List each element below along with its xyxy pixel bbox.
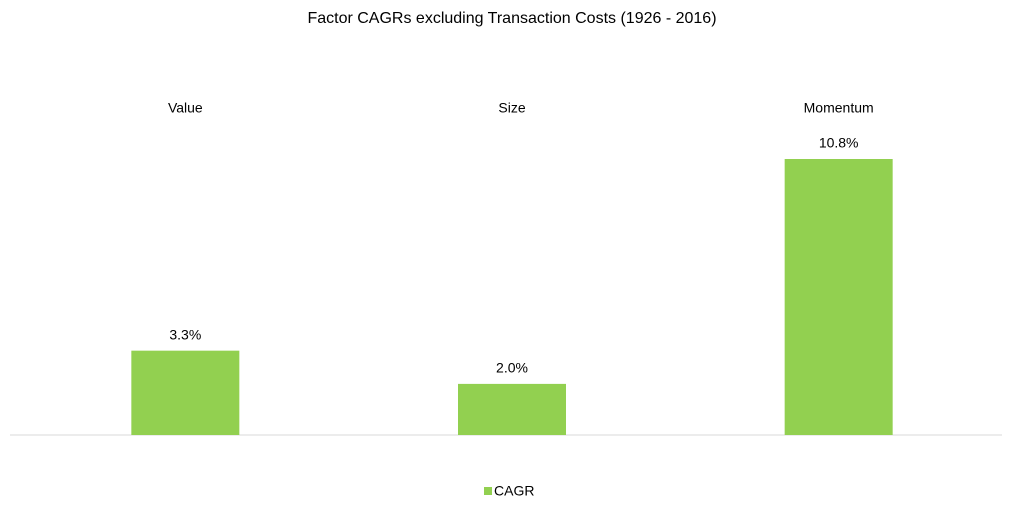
bar (131, 350, 240, 435)
bar (458, 383, 566, 435)
legend-swatch (484, 487, 492, 495)
value-label: 10.8% (819, 135, 859, 151)
value-label: 2.0% (496, 360, 528, 376)
bar (784, 159, 893, 435)
legend-label: CAGR (494, 483, 534, 499)
category-label: Momentum (804, 100, 874, 116)
chart-title: Factor CAGRs excluding Transaction Costs… (307, 10, 716, 27)
category-label: Size (498, 100, 525, 116)
value-label: 3.3% (169, 326, 201, 342)
category-label: Value (168, 100, 203, 116)
